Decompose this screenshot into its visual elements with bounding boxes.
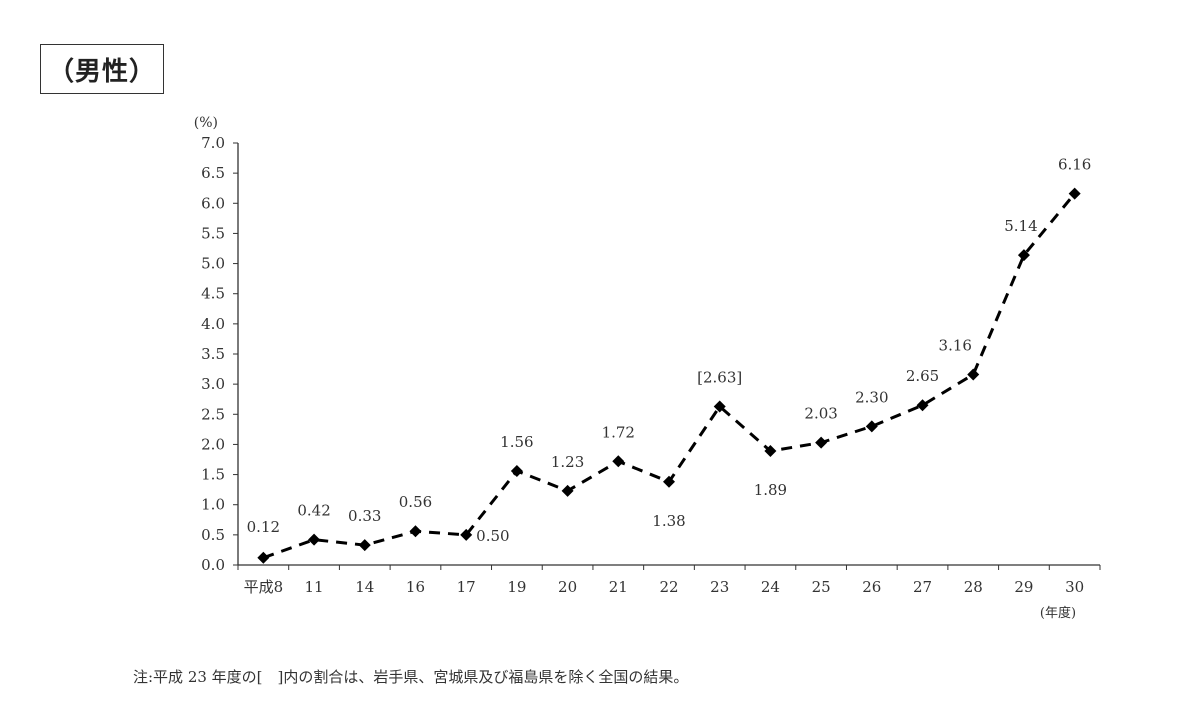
data-label: 0.12 bbox=[247, 518, 280, 536]
x-tick-label: 14 bbox=[355, 578, 374, 596]
x-tick-label: 11 bbox=[305, 578, 324, 596]
data-label: 1.23 bbox=[551, 453, 584, 471]
x-tick-label: 29 bbox=[1014, 578, 1033, 596]
data-label: 0.50 bbox=[476, 527, 509, 545]
data-label: 0.33 bbox=[348, 507, 381, 525]
data-label: 6.16 bbox=[1058, 156, 1091, 174]
data-label: 2.65 bbox=[906, 367, 939, 385]
x-tick-label: 28 bbox=[964, 578, 983, 596]
data-label: 1.72 bbox=[602, 423, 635, 441]
y-tick-label: 2.5 bbox=[201, 405, 225, 423]
y-tick-label: 2.0 bbox=[201, 435, 225, 453]
data-point bbox=[510, 464, 523, 477]
y-tick-label: 6.0 bbox=[201, 194, 225, 212]
y-tick-label: 4.5 bbox=[201, 285, 225, 303]
data-point bbox=[612, 455, 625, 468]
data-point bbox=[409, 525, 422, 538]
data-point bbox=[1068, 187, 1081, 200]
y-tick-label: 3.0 bbox=[201, 375, 225, 393]
y-tick-label: 3.5 bbox=[201, 345, 225, 363]
y-axis-label: (%) bbox=[194, 115, 218, 131]
y-tick-label: 5.5 bbox=[201, 224, 225, 242]
data-point bbox=[713, 400, 726, 413]
data-point bbox=[764, 445, 777, 458]
data-point bbox=[967, 368, 980, 381]
data-point bbox=[358, 539, 371, 552]
x-tick-label: 平成8 bbox=[244, 578, 284, 596]
x-tick-label: 25 bbox=[812, 578, 831, 596]
y-tick-label: 0.0 bbox=[201, 556, 225, 574]
x-tick-label: 26 bbox=[862, 578, 881, 596]
x-tick-label: 20 bbox=[558, 578, 577, 596]
y-tick-label: 1.0 bbox=[201, 496, 225, 514]
x-axis-label: (年度) bbox=[1040, 605, 1076, 621]
x-tick-label: 30 bbox=[1065, 578, 1084, 596]
footnote: 注:平成 23 年度の[ ]内の割合は、岩手県、宮城県及び福島県を除く全国の結果… bbox=[133, 668, 689, 686]
data-label: 5.14 bbox=[1004, 217, 1037, 235]
data-label: 2.30 bbox=[855, 388, 888, 406]
chart-title: （男性） bbox=[40, 44, 164, 94]
data-point bbox=[460, 528, 473, 541]
x-tick-label: 17 bbox=[457, 578, 476, 596]
data-label: 0.56 bbox=[399, 493, 432, 511]
data-label: 3.16 bbox=[939, 336, 972, 354]
data-point bbox=[916, 399, 929, 412]
x-tick-label: 21 bbox=[609, 578, 628, 596]
y-tick-label: 4.0 bbox=[201, 315, 225, 333]
series-line bbox=[262, 192, 1076, 560]
x-tick-label: 22 bbox=[659, 578, 678, 596]
x-tick-label: 23 bbox=[710, 578, 729, 596]
data-point bbox=[561, 484, 574, 497]
data-point bbox=[815, 436, 828, 449]
data-label: 1.89 bbox=[754, 481, 787, 499]
data-label: [2.63] bbox=[697, 368, 742, 386]
data-label: 1.56 bbox=[500, 433, 533, 451]
data-point bbox=[308, 533, 321, 546]
data-label: 2.03 bbox=[804, 405, 837, 423]
data-label: 0.42 bbox=[297, 502, 330, 520]
y-tick-label: 6.5 bbox=[201, 164, 225, 182]
x-tick-label: 19 bbox=[507, 578, 526, 596]
y-tick-label: 1.5 bbox=[201, 466, 225, 484]
y-tick-label: 7.0 bbox=[201, 134, 225, 152]
data-point bbox=[865, 420, 878, 433]
x-tick-label: 24 bbox=[761, 578, 780, 596]
y-tick-label: 5.0 bbox=[201, 255, 225, 273]
data-point bbox=[1017, 249, 1030, 262]
data-point bbox=[663, 475, 675, 488]
y-tick-label: 0.5 bbox=[201, 526, 225, 544]
data-point bbox=[257, 551, 270, 564]
x-tick-label: 27 bbox=[913, 578, 932, 596]
x-tick-label: 16 bbox=[406, 578, 425, 596]
data-label: 1.38 bbox=[652, 512, 685, 530]
